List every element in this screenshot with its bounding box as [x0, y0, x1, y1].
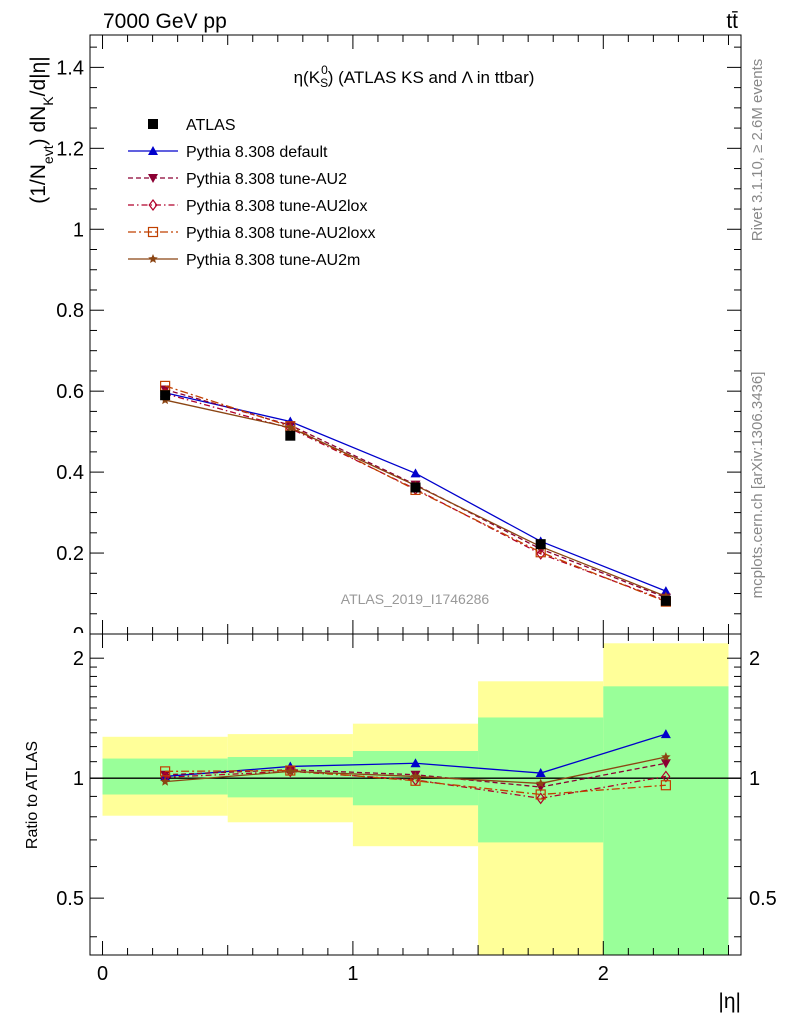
ratio-y-tick-label: 2 — [73, 648, 84, 670]
ratio-point-pythia-8-308-default-3 — [535, 768, 546, 778]
ratio-y-tick-label-right: 2 — [749, 648, 760, 670]
main-point-pythia-8-308-tune-au2m-1 — [285, 422, 296, 432]
legend-entry-pythia-8-308-tune-au2loxx: Pythia 8.308 tune-AU2loxx — [128, 225, 375, 242]
main-y-zero-label: 0 — [73, 624, 84, 646]
ratio-point-pythia-8-308-tune-au2loxx-3 — [535, 789, 546, 800]
ratio-point-pythia-8-308-default-2 — [410, 758, 421, 768]
main-panel: 0.2 0.4 0.6 0.8 1 1.2 1.4 0 (1/Nevt) dNK/d|η| η… — [27, 34, 742, 646]
main-y-tick-label: 0.8 — [56, 300, 84, 322]
ratio-point-pythia-8-308-tune-au2m-3 — [535, 778, 546, 788]
legend-label: Pythia 8.308 tune-AU2m — [186, 252, 360, 269]
ratio-point-pythia-8-308-default-4 — [660, 729, 671, 739]
ratio-panel: 0.5 0.5 1 1 2 2 0 1 2 Ratio to ATLAS |η| — [24, 633, 777, 1013]
x-axis-label: |η| — [718, 990, 741, 1013]
ratio-point-pythia-8-308-tune-au2loxx-4 — [660, 780, 671, 791]
legend-marker-pythia-8-308-tune-au2lox — [148, 199, 158, 211]
main-y-tick-label: 0.4 — [56, 462, 84, 484]
main-point-atlas-1 — [285, 430, 296, 441]
ratio-point-pythia-8-308-tune-au2-4 — [660, 759, 671, 769]
main-y-tick-label: 0.2 — [56, 543, 84, 565]
legend-label: Pythia 8.308 tune-AU2 — [186, 171, 347, 188]
main-point-atlas-4 — [660, 595, 671, 606]
ratio-line-pythia-8-308-tune-au2loxx — [165, 769, 666, 796]
main-y-tick-label: 0.6 — [56, 381, 84, 403]
legend: ATLAS Pythia 8.308 default Pythia 8.308 tu… — [128, 117, 375, 269]
legend-label: ATLAS — [186, 117, 236, 134]
legend-marker-pythia-8-308-tune-au2 — [148, 174, 158, 183]
ratio-point-pythia-8-308-tune-au2-0 — [160, 770, 171, 780]
legend-marker-pythia-8-308-tune-au2loxx — [147, 226, 159, 238]
legend-marker-atlas — [148, 119, 158, 129]
main-y-tick-label: 1.4 — [56, 57, 84, 79]
ratio-point-pythia-8-308-tune-au2m-0 — [160, 776, 170, 786]
main-y-tick-label: 1.2 — [56, 138, 84, 160]
main-line-pythia-8-308-tune-au2lox — [164, 392, 667, 602]
main-y-axis-label: (1/Nevt) dNK/d|η| — [27, 56, 56, 204]
ratio-y-axis-label: Ratio to ATLAS — [24, 741, 41, 849]
ratio-point-pythia-8-308-tune-au2loxx-1 — [285, 765, 296, 776]
legend-entry-pythia-8-308-tune-au2lox: Pythia 8.308 tune-AU2lox — [128, 198, 367, 215]
main-line-pythia-8-308-tune-au2m — [164, 399, 667, 597]
energy-label: 7000 GeV pp — [103, 10, 227, 33]
main-chart-title: η(KS0) (ATLAS KS and Λ in ttbar) — [294, 63, 535, 90]
ratio-point-pythia-8-308-tune-au2-3 — [535, 783, 546, 793]
legend-label: Pythia 8.308 default — [186, 144, 328, 161]
legend-marker-pythia-8-308-tune-au2m — [148, 254, 158, 264]
legend-label: Pythia 8.308 tune-AU2loxx — [186, 225, 375, 242]
analysis-label: ATLAS_2019_I1746286 — [341, 591, 490, 607]
ratio-point-pythia-8-308-tune-au2lox-3 — [536, 792, 546, 805]
legend-marker-pythia-8-308-default — [148, 146, 158, 155]
uncertainty-band-inner — [603, 686, 729, 955]
ratio-y-tick-label: 1 — [73, 768, 84, 790]
x-tick-label: 1 — [347, 963, 358, 985]
legend-label: Pythia 8.308 tune-AU2lox — [186, 198, 367, 215]
main-line-pythia-8-308-tune-au2loxx — [164, 385, 667, 603]
ratio-point-pythia-8-308-tune-au2m-4 — [661, 752, 671, 762]
ratio-point-pythia-8-308-tune-au2loxx-0 — [160, 766, 171, 777]
main-point-pythia-8-308-default-4 — [660, 586, 671, 596]
x-tick-label: 0 — [97, 963, 108, 985]
legend-entry-pythia-8-308-tune-au2m: Pythia 8.308 tune-AU2m — [128, 252, 360, 269]
main-point-atlas-3 — [535, 539, 546, 550]
legend-entry-pythia-8-308-tune-au2: Pythia 8.308 tune-AU2 — [128, 171, 347, 188]
ratio-y-tick-label-right: 0.5 — [749, 888, 777, 910]
rivet-label: Rivet 3.1.10, ≥ 2.6M events — [749, 59, 766, 242]
main-point-pythia-8-308-default-2 — [410, 468, 421, 478]
ratio-y-tick-label: 0.5 — [56, 888, 84, 910]
mcplots-label: mcplots.cern.ch [arXiv:1306.3436] — [749, 372, 766, 599]
ratio-y-tick-label-right: 1 — [749, 768, 760, 790]
legend-entry-pythia-8-308-default: Pythia 8.308 default — [128, 144, 328, 161]
main-point-atlas-0 — [160, 390, 171, 401]
ratio-point-pythia-8-308-tune-au2m-2 — [410, 771, 421, 781]
main-point-atlas-2 — [410, 482, 421, 493]
legend-entry-atlas: ATLAS — [148, 117, 236, 134]
process-label: tt̄ — [726, 10, 738, 33]
x-tick-label: 2 — [598, 963, 609, 985]
ratio-point-pythia-8-308-tune-au2m-1 — [285, 766, 296, 776]
ratio-panel-frame — [89, 633, 742, 956]
ratio-point-pythia-8-308-tune-au2lox-4 — [661, 770, 671, 783]
main-point-pythia-8-308-tune-au2lox-3 — [536, 547, 546, 560]
main-y-tick-label: 1 — [73, 219, 84, 241]
